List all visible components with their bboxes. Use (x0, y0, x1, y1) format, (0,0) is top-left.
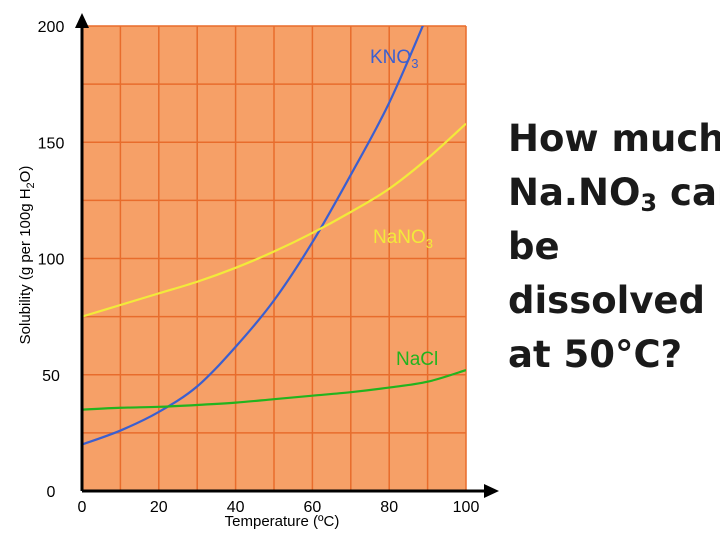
x-tick-label: 0 (78, 499, 87, 516)
question-text: How much Na.NO3 can be dissolved at 50°C… (508, 112, 713, 382)
question-line-3: be (508, 220, 713, 274)
y-tick-label: 50 (42, 368, 60, 385)
question-line-2-post: can (657, 171, 720, 214)
question-line-2-sub: 3 (640, 189, 657, 217)
y-tick-label: 150 (38, 135, 65, 152)
question-line-2: Na.NO3 can (508, 166, 713, 220)
question-line-4: dissolved (508, 274, 713, 328)
x-tick-label: 100 (453, 499, 480, 516)
y-tick-label: 200 (38, 19, 65, 36)
y-axis-label: Solubility (g per 100g H2O) (17, 166, 37, 345)
series-label-nacl: NaCl (396, 349, 438, 370)
question-line-2-pre: Na.NO (508, 171, 640, 214)
y-tick-label: 100 (38, 252, 65, 269)
question-line-1: How much (508, 112, 713, 166)
x-tick-label: 20 (150, 499, 168, 516)
x-axis-arrow (484, 484, 499, 498)
y-axis-arrow (75, 13, 89, 28)
x-axis-label: Temperature (ºC) (225, 513, 340, 530)
y-tick-label: 0 (47, 484, 56, 501)
question-line-5: at 50°C? (508, 328, 713, 382)
series-label-kno3: KNO3 (370, 47, 418, 71)
x-tick-label: 80 (380, 499, 398, 516)
series-label-nano3: NaNO3 (373, 227, 433, 251)
